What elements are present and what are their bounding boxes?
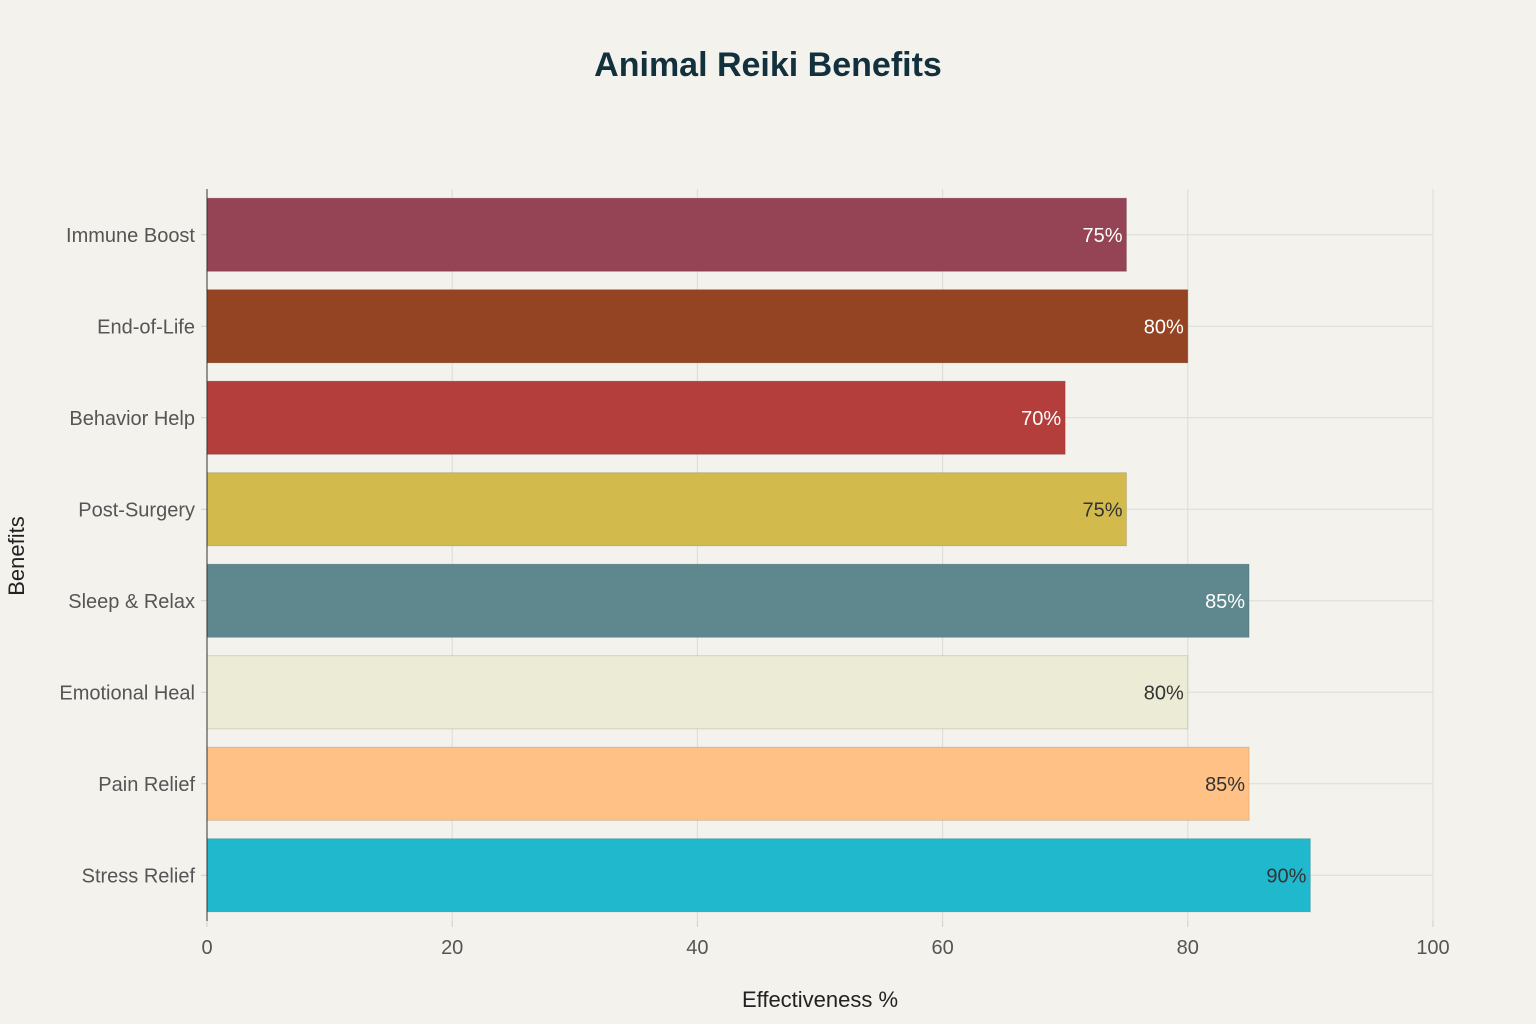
x-tick-label: 20	[441, 937, 463, 959]
y-tick-label: Stress Relief	[82, 865, 196, 887]
bar	[206, 197, 1127, 272]
y-axis-title: Benefits	[4, 516, 29, 596]
bar-data-label: 75%	[1082, 225, 1122, 247]
bar-data-label: 80%	[1144, 316, 1184, 338]
x-tick-label: 40	[686, 937, 708, 959]
x-tick-label: 60	[931, 937, 953, 959]
x-tick-label: 0	[201, 937, 212, 959]
bar-data-label: 85%	[1205, 774, 1245, 796]
chart-title: Animal Reiki Benefits	[594, 46, 942, 84]
bar	[206, 472, 1127, 547]
bar-data-label: 85%	[1205, 591, 1245, 613]
x-tick-label: 100	[1416, 937, 1449, 959]
bar-data-label: 90%	[1266, 865, 1306, 887]
bar	[206, 655, 1189, 730]
bars: 75% 80% 70% 75% 85% 80% 85% 90%	[206, 197, 1311, 913]
y-tick-label: Post-Surgery	[78, 499, 195, 521]
bar	[206, 563, 1250, 638]
x-tick-label: 80	[1177, 937, 1199, 959]
bar-data-label: 75%	[1082, 499, 1122, 521]
bar	[206, 838, 1311, 913]
bar	[206, 380, 1066, 455]
bar-data-label: 70%	[1021, 408, 1061, 430]
axes: 0 20 40 60 80 100 Immune Boost End-of-Life Behav…	[59, 189, 1450, 959]
y-tick-label: Emotional Heal	[59, 682, 195, 704]
bar	[206, 746, 1250, 821]
bar	[206, 289, 1189, 364]
y-tick-label: End-of-Life	[97, 316, 195, 338]
bar-data-label: 80%	[1144, 682, 1184, 704]
y-tick-label: Sleep & Relax	[68, 591, 195, 613]
y-tick-label: Behavior Help	[69, 408, 195, 430]
y-tick-label: Pain Relief	[98, 774, 195, 796]
x-axis-title: Effectiveness %	[742, 987, 898, 1012]
y-tick-label: Immune Boost	[66, 225, 195, 247]
